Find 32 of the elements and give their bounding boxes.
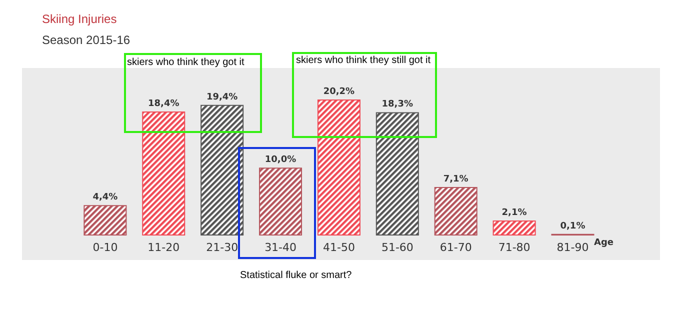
data-label: 18,4%	[148, 99, 180, 110]
x-tick-label: 41-50	[323, 240, 355, 254]
x-tick-label: 31-40	[264, 240, 297, 254]
data-label: 20,2%	[323, 87, 355, 97]
x-tick-label: 11-20	[148, 240, 180, 254]
data-label: 18,3%	[382, 100, 414, 110]
bar	[317, 100, 360, 236]
x-tick-label: 51-60	[381, 240, 414, 254]
bar	[84, 205, 127, 236]
data-label: 10,0%	[264, 155, 296, 166]
data-label: 19,4%	[206, 92, 238, 102]
bar	[259, 168, 302, 236]
text: skiers who think they still got it	[296, 55, 430, 66]
bar	[142, 112, 186, 236]
bar	[492, 220, 536, 236]
text: Statistical fluke or smart?	[240, 270, 352, 281]
x-axis-title: Age	[594, 238, 614, 248]
bar	[434, 187, 478, 236]
data-label: 0,1%	[560, 221, 586, 232]
x-tick-label: 21-30	[206, 240, 238, 254]
data-label: 7,1%	[443, 174, 468, 185]
data-label: 2,1%	[502, 208, 527, 218]
bar	[376, 112, 419, 236]
text: skiers who think they got it	[127, 57, 244, 68]
x-tick-label: 61-70	[440, 240, 472, 254]
x-tick-label: 81-90	[556, 240, 589, 254]
data-label: 4,4%	[92, 192, 118, 203]
x-tick-label: 71-80	[498, 240, 530, 254]
chart-title: Skiing Injuries	[42, 12, 117, 26]
x-tick-label: 0-10	[92, 240, 118, 254]
chart-subtitle: Season 2015-16	[42, 33, 130, 47]
bar	[200, 104, 244, 236]
